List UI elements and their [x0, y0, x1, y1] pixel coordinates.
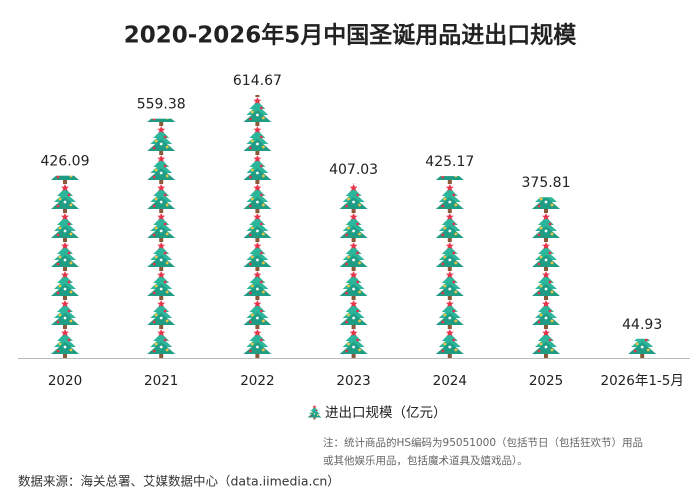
ornament: [316, 414, 319, 417]
value-label: 407.03: [329, 162, 378, 178]
ornament: [311, 411, 313, 414]
bar: [242, 95, 273, 358]
bar: [531, 197, 561, 358]
x-tick-label: 2020: [48, 373, 82, 389]
legend-label: 进出口规模（亿元）: [325, 405, 447, 421]
star: [312, 405, 317, 409]
trunk: [313, 417, 316, 420]
x-tick-label: 2026年1-5月: [600, 373, 683, 389]
x-tick-label: 2022: [240, 373, 274, 389]
value-label: 44.93: [622, 317, 662, 333]
value-label: 426.09: [41, 154, 90, 170]
ornament: [313, 413, 316, 415]
value-label: 559.38: [137, 97, 186, 113]
note-line: 注：统计商品的HS编码为95051000（包括节日（包括狂欢节）用品: [323, 436, 643, 449]
x-tick-label: 2021: [144, 373, 178, 389]
legend: [307, 405, 322, 420]
ornament: [310, 415, 312, 417]
note-line: 或其他娱乐用品，包括魔术道具及嬉戏品）。: [323, 454, 528, 467]
x-tick-label: 2025: [529, 373, 563, 389]
bar: [627, 338, 658, 358]
bar: [434, 176, 465, 358]
x-tick-label: 2024: [433, 373, 467, 389]
value-label: 425.17: [425, 154, 474, 170]
value-label: 614.67: [233, 73, 282, 89]
ornament: [315, 409, 318, 412]
bar: [50, 175, 80, 358]
bar: [338, 183, 369, 358]
bar: [146, 118, 177, 358]
x-tick-label: 2023: [336, 373, 370, 389]
chart-title: 2020-2026年5月中国圣诞用品进出口规模: [124, 22, 578, 49]
source: 数据来源：海关总署、艾媒数据中心（data.iimedia.cn）: [18, 474, 340, 489]
value-label: 375.81: [522, 175, 571, 191]
